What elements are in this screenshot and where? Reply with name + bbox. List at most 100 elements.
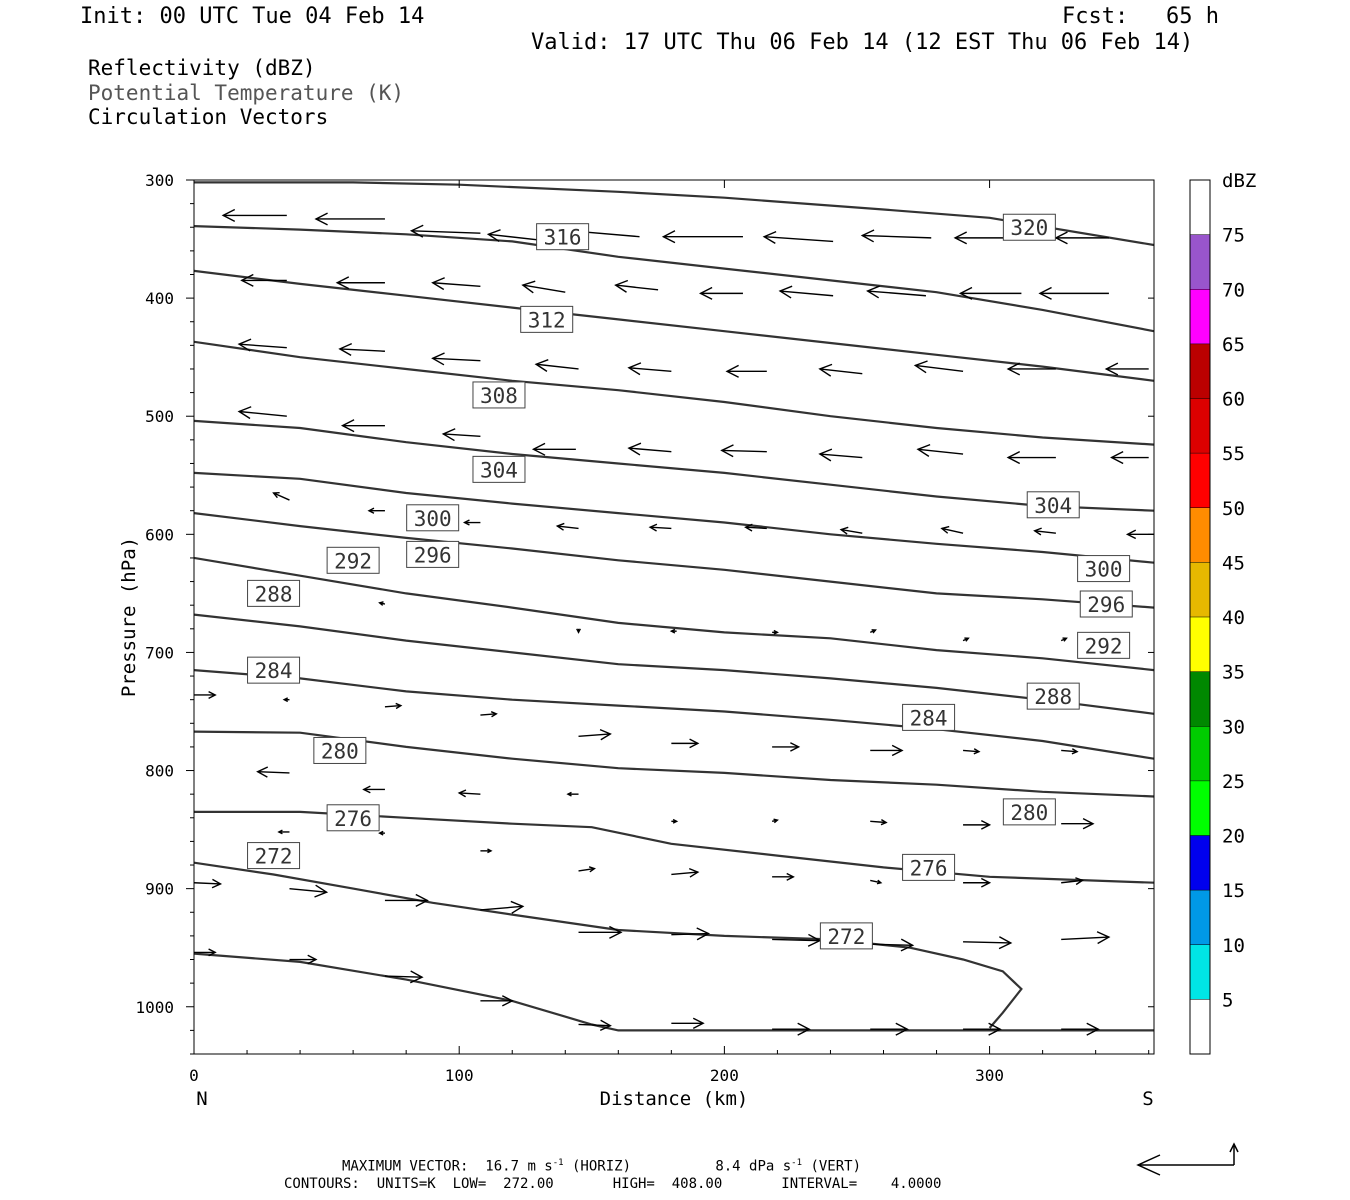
circulation-vector (462, 519, 481, 526)
circulation-vector (772, 742, 801, 752)
circulation-vector (627, 442, 672, 456)
circulation-vector (277, 829, 290, 835)
circulation-vector (963, 1022, 1002, 1036)
circulation-vector (725, 364, 767, 378)
svg-text:288: 288 (1034, 685, 1072, 709)
circulation-vector (772, 872, 795, 881)
contour-label-292: 292 (1077, 631, 1131, 659)
circulation-vector (778, 285, 834, 299)
colorbar: 5 10 15 20 25 30 35 40 45 50 55 60 65 70 75 (1189, 179, 1245, 1055)
y-tick-label: 300 (145, 171, 174, 190)
circulation-vector (963, 877, 992, 888)
circulation-vector (240, 273, 287, 287)
circulation-vector (958, 286, 1022, 300)
contour-label-276: 276 (902, 853, 956, 881)
circulation-vector (839, 526, 863, 535)
y-tick-label: 600 (145, 525, 174, 544)
colorbar-label: 15 (1222, 880, 1245, 902)
y-tick-label: 1000 (135, 998, 174, 1017)
circulation-vector (772, 629, 779, 635)
circulation-vector (282, 697, 290, 703)
circulation-vector (870, 1022, 909, 1036)
contour-label-316: 316 (536, 223, 590, 251)
circulation-vector (431, 352, 481, 366)
contour-label-292: 292 (326, 546, 380, 574)
isentrope-272-0 (194, 952, 1154, 1032)
y-tick-label: 500 (145, 407, 174, 426)
colorbar-label: 5 (1222, 989, 1233, 1011)
circulation-vector (314, 212, 385, 226)
circulation-vector (870, 819, 888, 826)
circulation-vector (1110, 451, 1149, 465)
y-tick-label: 900 (145, 880, 174, 899)
colorbar-segment-55 (1190, 398, 1210, 454)
circulation-vector (869, 629, 877, 634)
contour-label-300: 300 (406, 504, 460, 532)
circulation-vector (860, 229, 932, 243)
x-axis-label: Distance (km) (600, 1088, 749, 1110)
circulation-vector (866, 285, 926, 299)
svg-text:316: 316 (544, 226, 582, 250)
circulation-vector (720, 444, 767, 458)
circulation-vector (480, 848, 493, 854)
circulation-vector (1061, 818, 1095, 830)
colorbar-label: 40 (1222, 607, 1245, 629)
circulation-vector (384, 893, 429, 907)
circulation-vector (384, 702, 403, 710)
circulation-vector (194, 948, 217, 957)
svg-text:272: 272 (827, 925, 865, 949)
circulation-vector (221, 208, 287, 222)
contour-label-300: 300 (1077, 555, 1131, 583)
circulation-vector (1054, 231, 1109, 245)
svg-text:280: 280 (321, 739, 359, 763)
circulation-vector (237, 406, 287, 420)
vert-suffix: (VERT) (802, 1158, 862, 1175)
circulation-vector (671, 738, 700, 749)
isentrope-296-7 (194, 512, 1154, 609)
svg-text:296: 296 (1087, 593, 1125, 617)
circulation-vector (963, 820, 992, 830)
circulation-vector (698, 286, 743, 300)
contour-label-284: 284 (247, 656, 301, 684)
circulation-vector (578, 866, 596, 873)
svg-text:276: 276 (910, 856, 948, 880)
colorbar-segment-15 (1190, 835, 1210, 891)
circulation-vector (194, 878, 223, 889)
max-vector-line: MAXIMUM VECTOR: 16.7 m s-1 (HORIZ) 8.4 d… (342, 1159, 861, 1174)
isentrope-284-4 (194, 669, 1154, 760)
colorbar-segment-50 (1190, 453, 1210, 508)
svg-text:312: 312 (528, 308, 566, 332)
circulation-vector (289, 884, 329, 898)
circulation-vector (194, 690, 217, 699)
contour-label-288: 288 (1026, 682, 1080, 710)
colorbar-segment-5 (1190, 944, 1210, 1000)
svg-text:284: 284 (910, 706, 948, 730)
x-tick-label: 100 (445, 1066, 474, 1085)
circulation-vector (431, 277, 481, 291)
circulation-vector (963, 936, 1013, 950)
circulation-vector (256, 766, 290, 778)
circulation-vector (1038, 286, 1109, 300)
field-vectors: Circulation Vectors (88, 105, 329, 129)
circulation-vector (818, 448, 863, 462)
colorbar-segment-40 (1190, 562, 1210, 617)
isentrope-320-13 (194, 181, 1154, 247)
colorbar-segment-70 (1190, 234, 1210, 290)
circulation-vector (576, 628, 581, 634)
colorbar-segment-65 (1190, 289, 1210, 344)
circulation-vector (962, 637, 970, 642)
svg-text:300: 300 (414, 507, 452, 531)
circulation-vector (669, 628, 677, 634)
colorbar-label: 60 (1222, 389, 1245, 411)
svg-text:296: 296 (414, 543, 452, 567)
svg-text:304: 304 (1034, 494, 1072, 518)
contour-label-284: 284 (902, 703, 956, 731)
circulation-vector (818, 363, 863, 377)
circulation-vector (1061, 748, 1079, 755)
circulation-vector (237, 338, 287, 352)
circulation-vector (272, 491, 290, 501)
isentrope-308-10 (194, 340, 1154, 446)
isentrope-300-8 (194, 471, 1154, 564)
circulation-vector (963, 748, 981, 755)
svg-text:276: 276 (334, 807, 372, 831)
